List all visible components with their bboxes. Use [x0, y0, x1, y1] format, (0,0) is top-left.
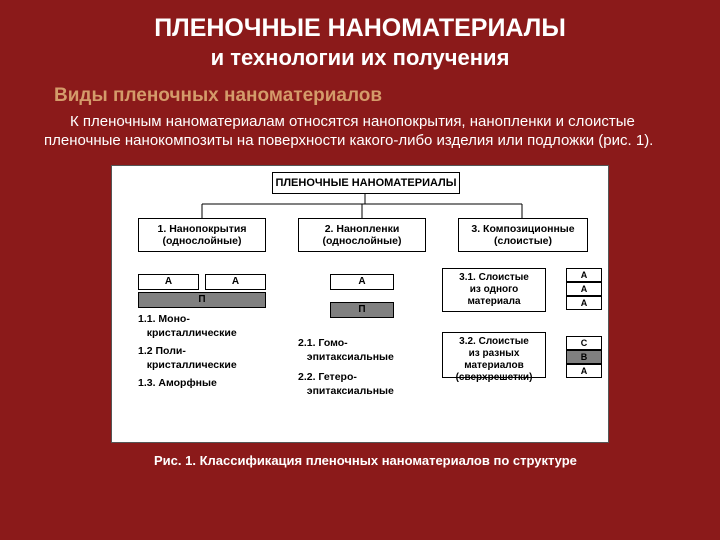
list-item: кристаллические — [147, 327, 237, 339]
figure-caption: Рис. 1. Классификация пленочных наномате… — [0, 443, 720, 468]
layer-a-cell: А — [138, 274, 199, 290]
figure-diagram: ПЛЕНОЧНЫЕ НАНОМАТЕРИАЛЫ 1. Нанопокрытия … — [111, 165, 609, 443]
sub-line: 3.1. Слоистые — [459, 272, 529, 283]
stack-cell: А — [566, 296, 602, 310]
root-node: ПЛЕНОЧНЫЕ НАНОМАТЕРИАЛЫ — [272, 172, 460, 194]
layer-p: П — [330, 302, 394, 318]
category-2-line2: (однослойные) — [323, 235, 402, 247]
slide-title: ПЛЕНОЧНЫЕ НАНОМАТЕРИАЛЫ — [0, 0, 720, 43]
sub-line: 3.2. Слоистые — [459, 336, 529, 347]
stack-cell: А — [566, 364, 602, 378]
list-item: 2.1. Гомо- — [298, 337, 348, 349]
col1-item-list: 1.1. Моно- кристаллические 1.2 Поли- кри… — [138, 312, 266, 391]
category-1-line2: (однослойные) — [163, 235, 242, 247]
body-paragraph: К пленочным наноматериалам относятся нан… — [0, 113, 720, 151]
col2-item-list: 2.1. Гомо- эпитаксиальные 2.2. Гетеро- э… — [298, 336, 426, 399]
col1-dual-a: А А — [138, 274, 266, 290]
category-3-line1: 3. Композиционные — [471, 223, 574, 235]
section-heading: Виды пленочных наноматериалов — [0, 71, 720, 113]
category-3-line2: (слоистые) — [494, 235, 552, 247]
column-1-content: А А П 1.1. Моно- кристаллические 1.2 Пол… — [138, 274, 266, 391]
list-item: 1.3. Аморфные — [138, 377, 217, 389]
slide-subtitle: и технологии их получения — [0, 43, 720, 71]
sub-line: из разных материалов — [464, 348, 524, 371]
layer-a-cell: А — [205, 274, 266, 290]
mini-stack-2: С В А — [566, 336, 602, 378]
list-item: кристаллические — [147, 359, 237, 371]
column-3-content: 3.1. Слоистые из одного материала А А А … — [442, 268, 602, 386]
list-item: эпитаксиальные — [307, 385, 394, 397]
sub-line: из одного материала — [467, 284, 520, 307]
sub-node-3-2: 3.2. Слоистые из разных материалов (свер… — [442, 332, 546, 378]
stack-cell: А — [566, 268, 602, 282]
layer-p: П — [138, 292, 266, 308]
list-item: 1.2 Поли- — [138, 345, 186, 357]
sub-line: (сверхрешетки) — [456, 372, 533, 383]
stack-cell: С — [566, 336, 602, 350]
list-item: эпитаксиальные — [307, 351, 394, 363]
layer-a: А — [330, 274, 394, 290]
list-item: 1.1. Моно- — [138, 313, 190, 325]
mini-stack-1: А А А — [566, 268, 602, 310]
category-node-2: 2. Нанопленки (однослойные) — [298, 218, 426, 252]
category-1-line1: 1. Нанопокрытия — [158, 223, 247, 235]
category-node-3: 3. Композиционные (слоистые) — [458, 218, 588, 252]
list-item: 2.2. Гетеро- — [298, 371, 357, 383]
slide: ПЛЕНОЧНЫЕ НАНОМАТЕРИАЛЫ и технологии их … — [0, 0, 720, 540]
stack-cell: А — [566, 282, 602, 296]
column-2-content: А П 2.1. Гомо- эпитаксиальные 2.2. Гетер… — [298, 274, 426, 399]
category-node-1: 1. Нанопокрытия (однослойные) — [138, 218, 266, 252]
sub-node-3-1: 3.1. Слоистые из одного материала — [442, 268, 546, 312]
category-2-line1: 2. Нанопленки — [325, 223, 400, 235]
stack-cell: В — [566, 350, 602, 364]
